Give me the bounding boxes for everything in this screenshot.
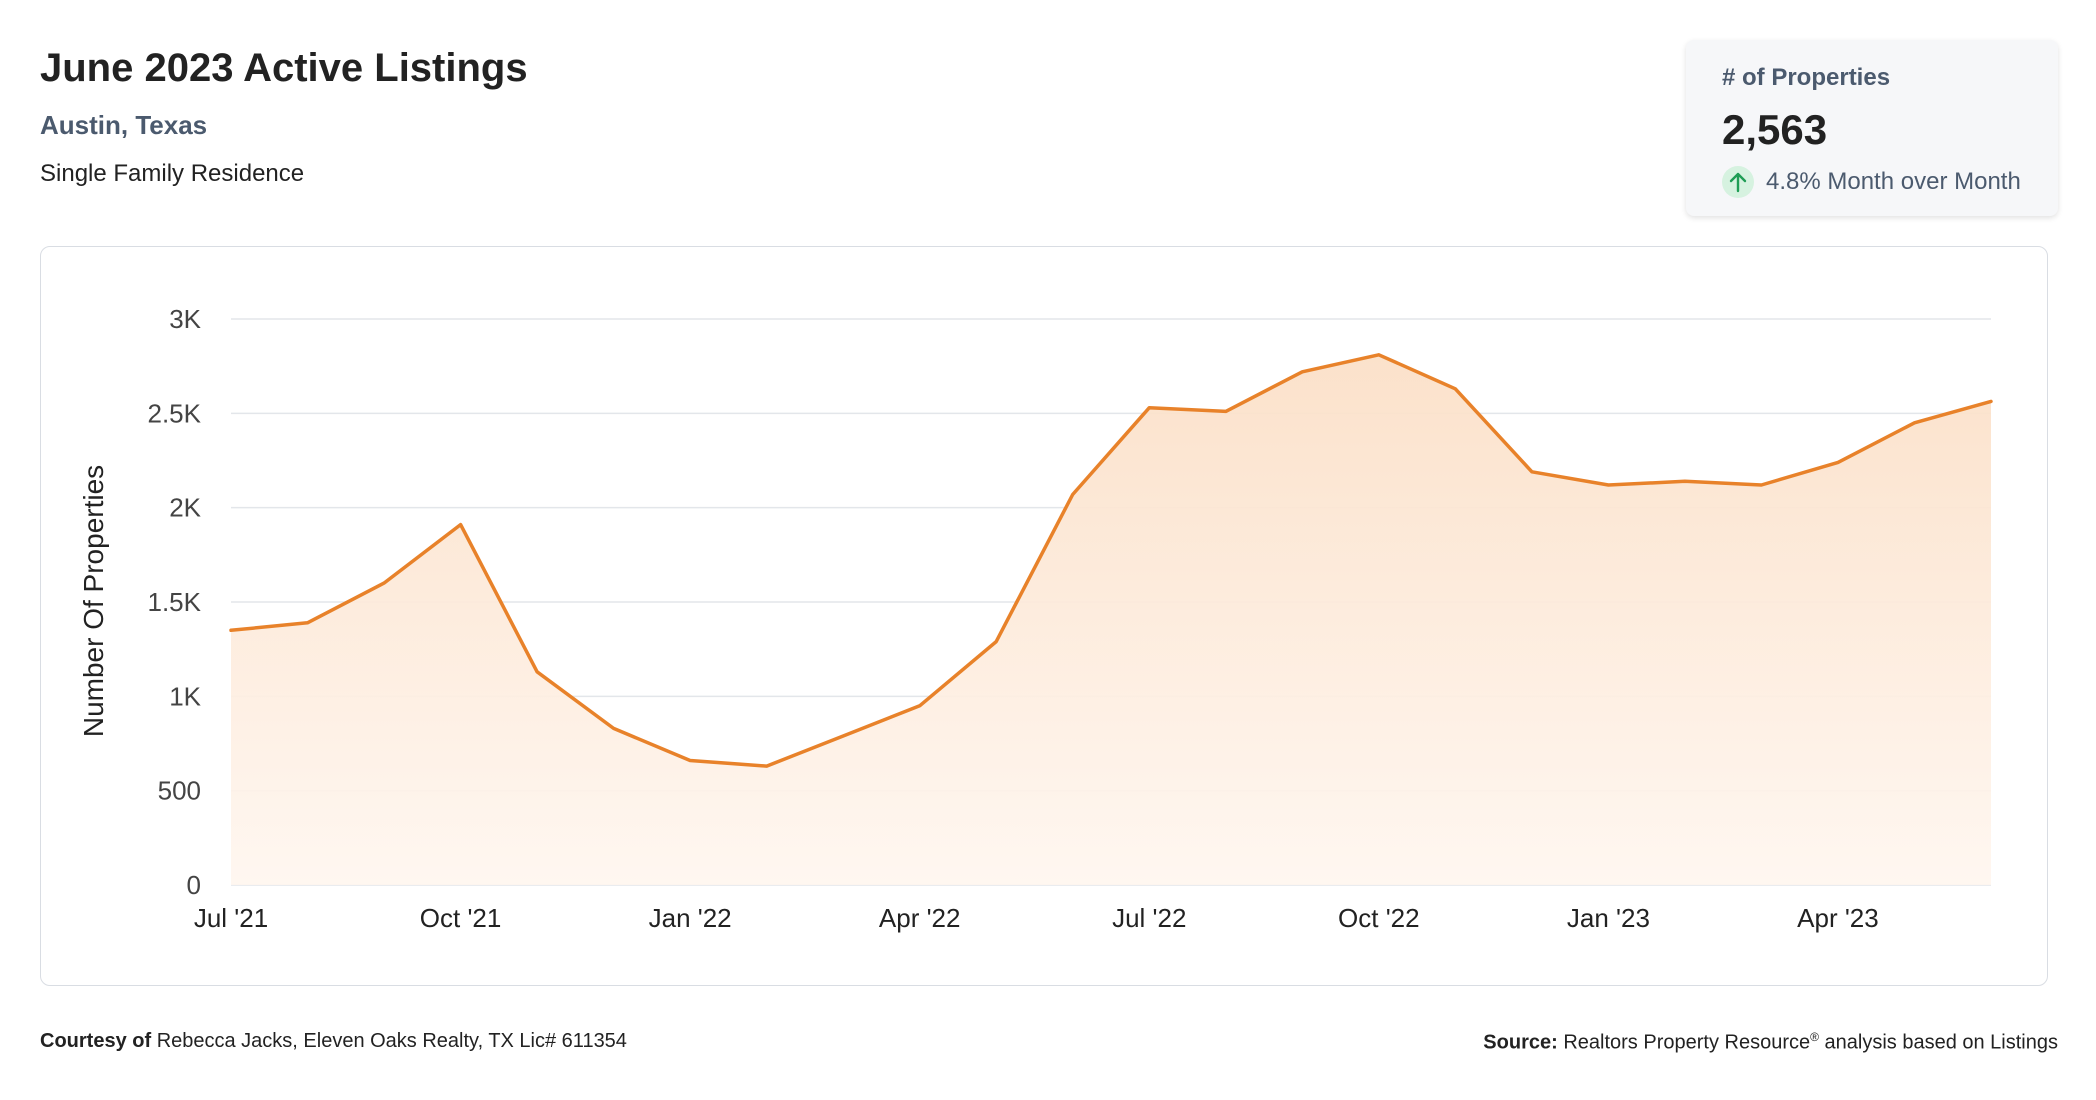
- data-point[interactable]: [1832, 456, 1844, 468]
- property-type-label: Single Family Residence: [40, 160, 305, 187]
- change-text: 4.8% Month over Month: [1766, 168, 2021, 195]
- data-point[interactable]: [761, 760, 773, 772]
- source-footer: Source: Realtors Property Resource® anal…: [1483, 1030, 2058, 1055]
- x-tick-label: Jul '22: [1112, 903, 1186, 933]
- data-point[interactable]: [1067, 488, 1079, 500]
- stat-value: 2,563: [1722, 106, 1828, 153]
- y-tick-label: 3K: [169, 304, 201, 334]
- courtesy-text: Rebecca Jacks, Eleven Oaks Realty, TX Li…: [156, 1030, 627, 1052]
- y-axis-label: Number Of Properties: [78, 465, 109, 737]
- data-point[interactable]: [1985, 395, 1997, 407]
- data-point[interactable]: [684, 754, 696, 766]
- data-point[interactable]: [1679, 475, 1691, 487]
- stat-change: 4.8% Month over Month: [1722, 164, 2021, 200]
- data-point[interactable]: [455, 519, 467, 531]
- series-area: [231, 354, 1991, 885]
- data-point[interactable]: [1449, 383, 1461, 395]
- y-tick-label: 2.5K: [148, 398, 202, 428]
- courtesy-footer: Courtesy of Rebecca Jacks, Eleven Oaks R…: [40, 1030, 627, 1053]
- x-tick-label: Oct '21: [420, 903, 502, 933]
- data-point[interactable]: [378, 577, 390, 589]
- y-tick-label: 500: [158, 776, 201, 806]
- chart-container: 0 500 1K 1.5K 2K 2.5K 3K Jul '21 Oct '21 Jan '22…: [40, 246, 2048, 986]
- data-point[interactable]: [302, 617, 314, 629]
- data-point[interactable]: [1908, 417, 1920, 429]
- x-tick-label: Apr '23: [1797, 903, 1879, 933]
- registered-mark: ®: [1810, 1030, 1819, 1044]
- x-tick-label: Apr '22: [879, 903, 961, 933]
- data-point[interactable]: [225, 624, 237, 636]
- data-point[interactable]: [837, 730, 849, 742]
- properties-stat-card: # of Properties 2,563 4.8% Month over Mo…: [1686, 40, 2058, 216]
- courtesy-label: Courtesy of: [40, 1030, 152, 1052]
- data-point[interactable]: [608, 722, 620, 734]
- active-listings-chart: 0 500 1K 1.5K 2K 2.5K 3K Jul '21 Oct '21 Jan '22…: [78, 304, 1997, 933]
- data-point[interactable]: [1296, 366, 1308, 378]
- data-point[interactable]: [1220, 405, 1232, 417]
- stat-label: # of Properties: [1722, 64, 1891, 91]
- data-point[interactable]: [1526, 466, 1538, 478]
- x-tick-label: Oct '22: [1338, 903, 1420, 933]
- location-subtitle: Austin, Texas: [40, 110, 208, 140]
- arrow-up-icon: [1722, 166, 1754, 198]
- source-text: Realtors Property Resource: [1563, 1031, 1811, 1054]
- x-tick-label: Jan '22: [649, 903, 732, 933]
- data-point[interactable]: [1373, 349, 1385, 361]
- x-tick-label: Jul '21: [194, 903, 268, 933]
- data-point[interactable]: [531, 666, 543, 678]
- data-point[interactable]: [990, 636, 1002, 648]
- data-point[interactable]: [1602, 479, 1614, 491]
- data-point[interactable]: [1755, 479, 1767, 491]
- y-tick-label: 1.5K: [148, 587, 202, 617]
- y-tick-label: 2K: [169, 493, 201, 523]
- data-point[interactable]: [914, 700, 926, 712]
- data-point[interactable]: [1143, 402, 1155, 414]
- page-title: June 2023 Active Listings: [40, 46, 528, 90]
- source-label: Source:: [1483, 1031, 1558, 1054]
- source-text-suffix: analysis based on Listings: [1818, 1031, 2059, 1054]
- x-tick-label: Jan '23: [1567, 903, 1650, 933]
- series-line: [229, 353, 1993, 768]
- y-tick-label: 0: [187, 870, 201, 900]
- y-tick-label: 1K: [169, 681, 201, 711]
